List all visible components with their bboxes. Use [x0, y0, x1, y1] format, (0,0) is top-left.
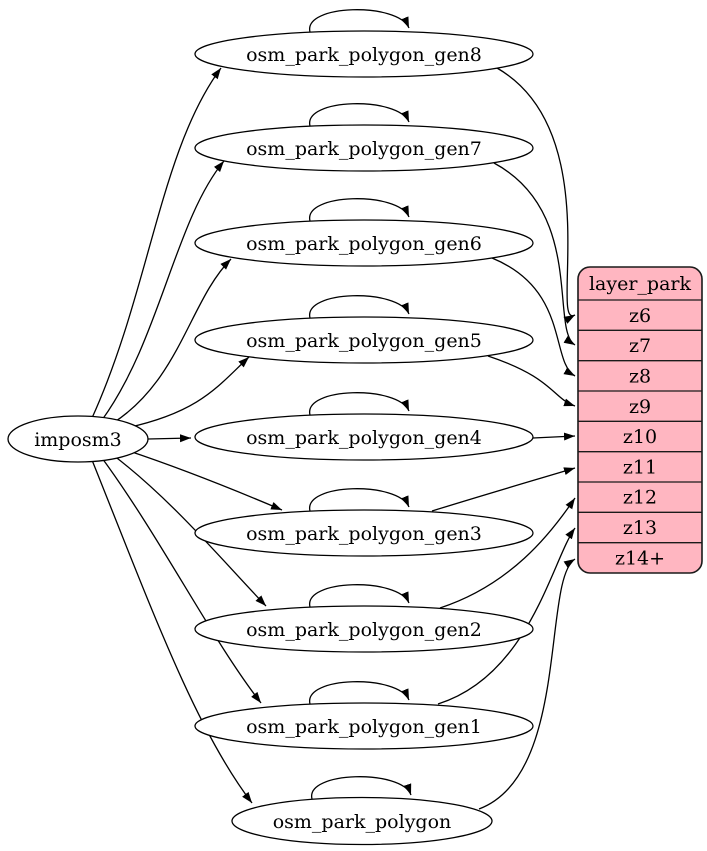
- edge-imposm3-to-gen8: [91, 67, 222, 419]
- gen7-ellipse: [194, 124, 534, 172]
- gen8-ellipse: [194, 30, 534, 78]
- edge-gen8-to-z6: [496, 67, 576, 324]
- edges-tables-to-layer-rows: [431, 67, 576, 810]
- node-osm-park-polygon-gen4: osm_park_polygon_gen4: [194, 413, 534, 461]
- gen6-ellipse: [194, 219, 534, 267]
- gen6-label: osm_park_polygon_gen6: [246, 233, 482, 255]
- node-osm-park-polygon-gen5: osm_park_polygon_gen5: [194, 316, 534, 364]
- self-loop-gen1: [309, 681, 410, 705]
- layer-park-row-z10: z10: [623, 426, 657, 448]
- gen2-ellipse: [194, 605, 534, 653]
- edge-imposm3-to-gen3: [125, 449, 283, 511]
- layer-park-row-z14: z14+: [615, 547, 665, 569]
- layer-park-row-z8: z8: [629, 366, 651, 388]
- node-imposm3: imposm3: [7, 415, 149, 463]
- self-loop-polygon: [311, 776, 412, 800]
- gen4-label: osm_park_polygon_gen4: [246, 427, 482, 449]
- gen1-ellipse: [194, 702, 534, 750]
- edge-imposm3-to-gen7: [101, 160, 225, 421]
- edge-imposm3-to-gen2: [112, 454, 267, 607]
- layer-park-box: [577, 266, 703, 574]
- layer-park-row-z12: z12: [623, 487, 657, 509]
- layer-park-row-z13: z13: [623, 517, 657, 539]
- gen8-label: osm_park_polygon_gen8: [246, 44, 482, 66]
- node-osm-park-polygon-gen7: osm_park_polygon_gen7: [194, 124, 534, 172]
- edge-gen3-to-z11: [431, 467, 576, 512]
- self-loop-gen8: [309, 9, 410, 33]
- edge-gen4-to-z10: [532, 432, 576, 441]
- node-osm-park-polygon-gen2: osm_park_polygon_gen2: [194, 605, 534, 653]
- self-loop-gen6: [309, 198, 410, 222]
- gen5-ellipse: [194, 316, 534, 364]
- self-loops: [309, 9, 412, 800]
- gen7-label: osm_park_polygon_gen7: [246, 138, 482, 160]
- layer-park-row-z9: z9: [629, 396, 651, 418]
- edge-imposm3-to-gen1: [101, 457, 262, 704]
- self-loop-gen4: [309, 392, 410, 416]
- node-layer-park: layer_park z6 z7 z8 z9 z10 z11 z12 z13 z…: [577, 266, 703, 574]
- gen5-label: osm_park_polygon_gen5: [246, 330, 482, 352]
- edge-imposm3-to-gen4: [147, 434, 192, 443]
- node-osm-park-polygon-gen1: osm_park_polygon_gen1: [194, 702, 534, 750]
- imposm3-ellipse: [7, 415, 149, 463]
- edge-polygon-to-z14: [478, 558, 576, 810]
- gen3-ellipse: [194, 509, 534, 557]
- layer-park-title: layer_park: [589, 273, 692, 295]
- edge-imposm3-to-gen5: [125, 356, 250, 429]
- self-loop-gen3: [309, 488, 410, 512]
- edge-gen7-to-z7: [493, 162, 576, 346]
- node-osm-park-polygon-gen8: osm_park_polygon_gen8: [194, 30, 534, 78]
- gen4-ellipse: [194, 413, 534, 461]
- gen3-label: osm_park_polygon_gen3: [246, 523, 482, 545]
- self-loop-gen7: [309, 103, 410, 127]
- node-osm-park-polygon-gen3: osm_park_polygon_gen3: [194, 509, 534, 557]
- edge-imposm3-to-gen6: [112, 258, 232, 424]
- layer-park-row-z11: z11: [623, 456, 657, 478]
- node-osm-park-polygon-gen6: osm_park_polygon_gen6: [194, 219, 534, 267]
- layer-park-row-z6: z6: [629, 305, 651, 327]
- self-loop-gen5: [309, 295, 410, 319]
- imposm3-label: imposm3: [34, 429, 122, 451]
- gen1-label: osm_park_polygon_gen1: [246, 716, 482, 738]
- edge-gen6-to-z8: [491, 257, 576, 377]
- edge-gen5-to-z9: [487, 355, 576, 407]
- edge-imposm3-to-polygon: [91, 459, 253, 804]
- edges-imposm3-to-tables: [91, 67, 283, 804]
- edge-gen1-to-z13: [437, 527, 576, 705]
- polygon-ellipse: [231, 796, 493, 846]
- polygon-label: osm_park_polygon: [273, 811, 452, 833]
- node-osm-park-polygon: osm_park_polygon: [231, 796, 493, 846]
- self-loop-gen2: [309, 584, 410, 608]
- layer-park-row-z7: z7: [629, 335, 651, 357]
- edge-gen2-to-z12: [439, 497, 576, 609]
- gen2-label: osm_park_polygon_gen2: [246, 619, 482, 641]
